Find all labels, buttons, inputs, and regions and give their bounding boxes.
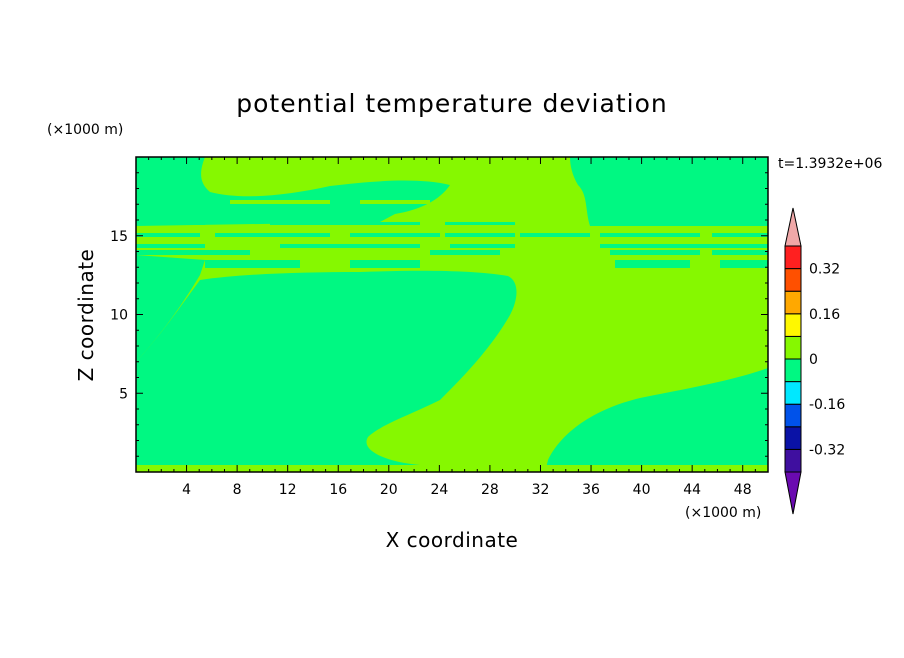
- field-band-5-1: [430, 250, 500, 255]
- x-tick-label: 4: [182, 482, 191, 498]
- y-ticks: 5 10 15: [110, 172, 768, 457]
- field-band-7-1: [360, 200, 430, 204]
- y-unit-label: (×1000 m): [47, 122, 123, 138]
- x-tick-label: 20: [380, 482, 398, 498]
- field-band-0-3: [595, 222, 768, 225]
- colorbar-cell: [784, 245, 802, 270]
- colorbar-cell: [784, 313, 802, 337]
- x-tick-label: 12: [279, 482, 297, 498]
- field-band-2-6: [712, 233, 768, 237]
- x-tick-label: 8: [233, 482, 242, 498]
- colorbar-cell: [784, 335, 802, 360]
- field-band-2-0: [136, 233, 200, 237]
- field-band-8-0: [195, 208, 260, 211]
- colorbar-cell: [784, 268, 802, 292]
- colorbar-label: 0: [809, 352, 818, 368]
- colorbar-cell: [784, 381, 802, 405]
- colorbar: -0.32 -0.16 0 0.16 0.32: [784, 207, 845, 515]
- field-band-0-0: [136, 222, 205, 225]
- y-tick-label: 5: [119, 386, 128, 402]
- x-tick-label: 28: [481, 482, 499, 498]
- x-tick-label: 24: [430, 482, 448, 498]
- field-negative-left-wall: [136, 255, 205, 362]
- colorbar-label: 0.16: [809, 307, 840, 323]
- field-band-6-3: [720, 260, 768, 268]
- colorbar-label: 0.32: [809, 262, 840, 278]
- colorbar-label: -0.16: [809, 397, 845, 413]
- field-band-2-1: [215, 233, 330, 237]
- contour-bands: [136, 200, 768, 472]
- field-band-2-5: [600, 233, 700, 237]
- field-band-6-0: [205, 260, 300, 268]
- field-band-4-1: [280, 244, 420, 248]
- field-band-2-3: [445, 233, 515, 237]
- x-axis-title: X coordinate: [386, 528, 519, 552]
- field-negative-lower-right: [545, 368, 768, 472]
- field-band-8-1: [590, 208, 680, 211]
- field-band-1-0: [136, 228, 768, 232]
- field-band-2-2: [350, 233, 440, 237]
- field-band-6-1: [350, 260, 420, 268]
- x-tick-label: 32: [532, 482, 550, 498]
- field-band-7-0: [230, 200, 330, 204]
- y-axis-title: Z coordinate: [74, 249, 98, 382]
- colorbar-cell: [784, 448, 802, 473]
- x-tick-label: 48: [734, 482, 752, 498]
- y-tick-label: 10: [110, 308, 128, 324]
- colorbar-over-arrow: [784, 207, 802, 247]
- colorbar-label: -0.32: [809, 442, 845, 458]
- field-negative-upper-right: [570, 157, 768, 226]
- field-band-4-3: [600, 244, 768, 248]
- field-band-0-2: [445, 222, 515, 225]
- field-negative-central-blob: [136, 270, 517, 472]
- x-tick-label: 40: [633, 482, 651, 498]
- field-band-5-3: [712, 250, 768, 255]
- y-tick-label: 15: [110, 229, 128, 245]
- field-band-0-1: [270, 222, 420, 225]
- contour-field: [136, 157, 768, 472]
- colorbar-cell: [784, 290, 802, 315]
- field-band-4-0: [136, 244, 205, 248]
- field-band-9-0: [136, 465, 768, 472]
- field-band-5-2: [610, 250, 700, 255]
- field-band-3-0: [136, 239, 768, 243]
- field-band-5-0: [136, 250, 250, 255]
- x-unit-label: (×1000 m): [685, 505, 761, 521]
- field-band-6-2: [615, 260, 690, 268]
- x-tick-label: 44: [683, 482, 701, 498]
- colorbar-cell: [784, 358, 802, 383]
- colorbar-under-arrow: [784, 471, 802, 515]
- x-tick-label: 36: [582, 482, 600, 498]
- chart-title: potential temperature deviation: [236, 89, 667, 118]
- field-band-2-4: [520, 233, 590, 237]
- x-ticks: 4 8 12 16 20 24 28 32 36 40 44 48: [148, 157, 756, 498]
- colorbar-cell: [784, 426, 802, 450]
- time-label: t=1.3932e+06: [778, 156, 882, 172]
- field-band-4-2: [450, 244, 515, 248]
- colorbar-cell: [784, 403, 802, 428]
- x-tick-label: 16: [329, 482, 347, 498]
